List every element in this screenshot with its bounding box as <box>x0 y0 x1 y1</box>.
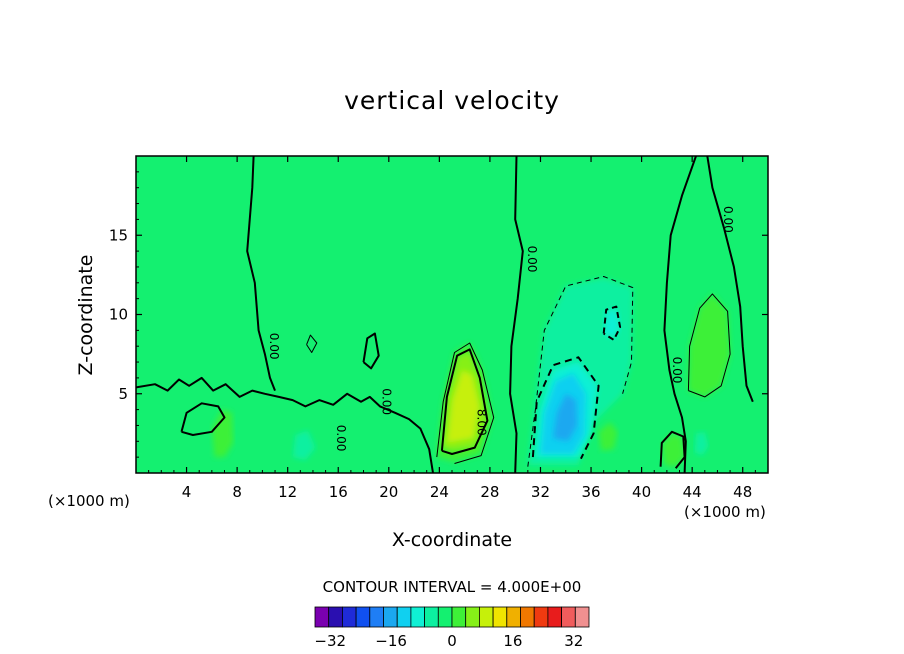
x-unit-right: (×1000 m) <box>684 503 766 521</box>
colorbar-swatch <box>355 606 371 628</box>
colorbar-swatch <box>451 606 467 628</box>
colorbar-tick-label: 32 <box>564 632 583 650</box>
field-region-10 <box>661 433 685 467</box>
contour-line-8 <box>527 276 634 467</box>
field-region-7 <box>603 308 621 339</box>
contour-label: 0.00 <box>267 333 281 360</box>
x-tick-label: 36 <box>581 483 600 501</box>
y-tick-label: 5 <box>118 385 128 403</box>
colorbar-swatch <box>341 606 357 628</box>
x-tick-label: 24 <box>430 483 449 501</box>
y-tick-label: 10 <box>109 306 128 324</box>
y-tick-label: 15 <box>109 226 128 244</box>
contour-line-5 <box>440 348 489 455</box>
contour-label: 0.00 <box>721 206 735 233</box>
contour-line-4 <box>706 156 754 403</box>
contour-interval-text: CONTOUR INTERVAL = 4.000E+00 <box>322 578 582 596</box>
contour-label: 0.00 <box>525 246 539 273</box>
contour-label: 8.00 <box>474 409 488 436</box>
contour-line-0 <box>136 376 434 473</box>
field-region-12 <box>292 430 316 461</box>
x-tick-label: 40 <box>632 483 651 501</box>
colorbar-swatch <box>478 606 494 628</box>
y-axis-label: Z-coordinate <box>75 254 97 376</box>
colorbar-tick-label: −32 <box>314 632 346 650</box>
contour-label: 0.00 <box>380 388 394 415</box>
colorbar-tick-label: −16 <box>375 632 407 650</box>
contour-label: 0.00 <box>670 357 684 384</box>
colorbar-swatch <box>520 606 535 628</box>
x-tick-label: 4 <box>182 483 192 501</box>
x-tick-label: 32 <box>531 483 550 501</box>
contour-line-14 <box>659 430 686 469</box>
contour-line-7 <box>531 356 600 460</box>
colorbar-swatch <box>561 606 576 628</box>
plot-area <box>136 156 768 473</box>
x-tick-label: 20 <box>379 483 398 501</box>
field-region-11 <box>598 422 618 451</box>
x-tick-label: 8 <box>232 483 242 501</box>
field-region-6 <box>553 393 578 442</box>
colorbar-swatch <box>465 606 480 628</box>
contour-line-3 <box>663 156 697 473</box>
y-axis: 5 10 15 <box>109 171 768 458</box>
x-axis: 4 8 12 16 20 24 28 32 36 40 44 48 <box>148 156 756 501</box>
colorbar: −32 −16 0 16 32 <box>314 606 590 650</box>
contour-line-6 <box>436 342 495 464</box>
colorbar-tick-label: 16 <box>503 632 522 650</box>
field-region-9 <box>211 409 234 458</box>
field-region-2 <box>446 370 480 443</box>
chart-title: vertical velocity <box>344 86 560 115</box>
contour-labels: 0.00 0.00 0.00 8.00 0.00 0.00 0.00 <box>267 206 735 451</box>
colorbar-swatch <box>424 606 439 628</box>
field-region-8 <box>688 293 731 397</box>
contour-line-13 <box>306 334 318 353</box>
x-tick-label: 44 <box>683 483 702 501</box>
contour-label: 0.00 <box>334 425 348 452</box>
colorbar-swatch <box>383 606 398 628</box>
contour-line-9 <box>602 305 622 341</box>
colorbar-swatch <box>328 606 343 628</box>
colorbar-tick-label: 0 <box>447 632 457 650</box>
colorbar-swatch <box>314 606 330 628</box>
contour-line-2 <box>509 156 524 473</box>
contour-line-12 <box>362 332 380 370</box>
colorbar-swatch <box>396 606 412 628</box>
contour-line-1 <box>246 156 276 391</box>
colorbar-swatch <box>437 606 453 628</box>
colorbar-swatch <box>533 606 549 628</box>
colorbar-swatch <box>410 606 425 628</box>
colorbar-swatch <box>492 606 508 628</box>
contour-line-10 <box>687 293 731 398</box>
contour-line-11 <box>180 402 226 436</box>
contour-lines <box>136 156 754 473</box>
colorbar-swatch <box>547 606 563 628</box>
x-axis-label: X-coordinate <box>391 529 513 551</box>
colorbar-swatch <box>506 606 521 628</box>
x-tick-label: 16 <box>329 483 348 501</box>
x-tick-label: 48 <box>733 483 752 501</box>
colorbar-swatch <box>369 606 384 628</box>
x-tick-label: 12 <box>278 483 297 501</box>
field-region-13 <box>694 431 709 456</box>
x-unit-left: (×1000 m) <box>48 492 130 510</box>
colorbar-swatch <box>574 606 590 628</box>
x-tick-label: 28 <box>480 483 499 501</box>
